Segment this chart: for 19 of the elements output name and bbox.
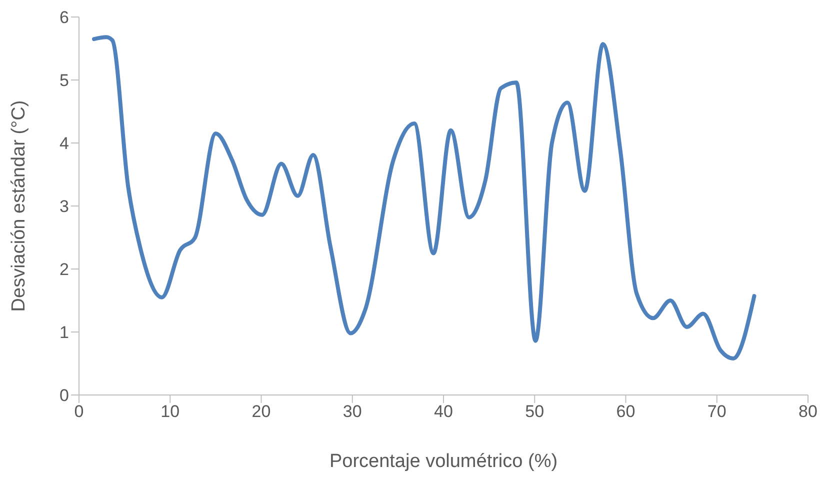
x-tick-label: 70 xyxy=(707,402,726,422)
y-tick-label: 1 xyxy=(60,323,69,342)
x-axis-title: Porcentaje volumétrico (%) xyxy=(329,451,558,472)
x-tick-label: 80 xyxy=(798,402,818,422)
x-tick-label: 30 xyxy=(342,402,362,422)
x-tick-label: 50 xyxy=(525,402,544,422)
y-tick-label: 3 xyxy=(60,197,69,216)
y-tick-label: 5 xyxy=(60,71,69,90)
y-axis-title: Desviación estándar (°C) xyxy=(8,100,30,312)
x-tick-label: 40 xyxy=(434,402,453,422)
y-tick-label: 6 xyxy=(60,8,69,28)
line-series xyxy=(92,35,756,360)
y-tick-label: 2 xyxy=(60,260,69,280)
y-tick-label: 4 xyxy=(60,134,69,154)
y-tick-label: 0 xyxy=(60,386,69,406)
x-tick-label: 10 xyxy=(160,402,180,422)
x-tick-label: 60 xyxy=(616,402,636,422)
x-tick-label: 20 xyxy=(252,402,271,422)
x-tick-label: 0 xyxy=(74,402,84,422)
